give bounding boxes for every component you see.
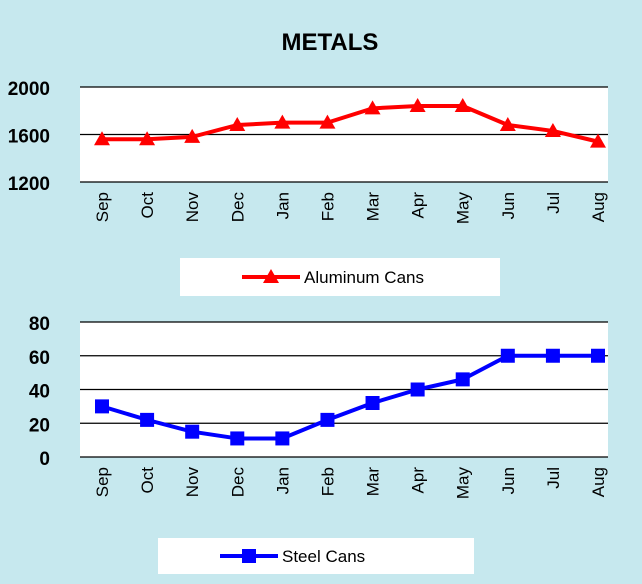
x-tick-label: Jun bbox=[499, 192, 518, 219]
legend-label: Aluminum Cans bbox=[304, 268, 424, 287]
y-tick-label: 0 bbox=[39, 449, 50, 470]
data-point bbox=[229, 117, 246, 131]
data-point bbox=[410, 382, 425, 397]
x-tick-label: Aug bbox=[589, 467, 608, 497]
x-tick-label: Feb bbox=[318, 192, 337, 221]
data-point bbox=[184, 128, 201, 143]
data-point bbox=[320, 412, 335, 427]
legend-label: Steel Cans bbox=[282, 547, 365, 566]
x-tick-label: Sep bbox=[93, 467, 112, 497]
x-tick-label: Dec bbox=[228, 467, 247, 498]
legend-box bbox=[158, 538, 474, 574]
y-tick-label: 2000 bbox=[8, 79, 50, 100]
x-tick-label: Jan bbox=[273, 467, 292, 494]
y-tick-label: 80 bbox=[29, 314, 50, 335]
data-point bbox=[185, 424, 200, 439]
y-tick-label: 20 bbox=[29, 415, 50, 436]
x-tick-label: May bbox=[454, 192, 473, 225]
x-tick-label: May bbox=[454, 467, 473, 500]
y-tick-label: 40 bbox=[29, 382, 50, 403]
legend-box bbox=[180, 258, 500, 296]
x-tick-label: Apr bbox=[409, 192, 428, 219]
data-point bbox=[590, 133, 606, 148]
data-point bbox=[545, 348, 560, 363]
data-point bbox=[139, 131, 156, 146]
x-tick-label: Sep bbox=[93, 192, 112, 222]
data-point bbox=[95, 399, 109, 414]
x-tick-label: Jun bbox=[499, 467, 518, 494]
x-tick-label: Apr bbox=[409, 467, 428, 494]
x-tick-label: Oct bbox=[138, 192, 157, 219]
data-point bbox=[364, 100, 381, 115]
series-line bbox=[102, 104, 599, 144]
y-tick-label: 60 bbox=[29, 348, 50, 369]
data-point bbox=[319, 114, 336, 129]
y-tick-label: 1600 bbox=[8, 127, 50, 148]
y-tick-label: 1200 bbox=[8, 174, 50, 195]
data-point bbox=[409, 98, 426, 112]
data-point bbox=[500, 348, 515, 363]
legend: Steel Cans bbox=[158, 538, 474, 574]
data-point bbox=[94, 131, 110, 146]
x-tick-label: Dec bbox=[228, 192, 247, 223]
x-tick-label: Mar bbox=[364, 192, 383, 222]
data-point bbox=[455, 372, 470, 387]
x-tick-label: Nov bbox=[183, 467, 202, 498]
data-point bbox=[365, 396, 380, 410]
x-tick-label: Oct bbox=[138, 467, 157, 494]
data-point bbox=[591, 348, 605, 363]
x-tick-label: Jul bbox=[544, 192, 563, 214]
x-tick-label: Nov bbox=[183, 192, 202, 223]
data-point bbox=[454, 98, 471, 112]
data-point bbox=[499, 117, 516, 131]
data-point bbox=[274, 114, 291, 129]
legend: Aluminum Cans bbox=[180, 258, 500, 296]
legend-marker bbox=[242, 549, 256, 563]
legend-marker bbox=[263, 269, 279, 283]
x-tick-label: Jan bbox=[273, 192, 292, 219]
x-tick-label: Jul bbox=[544, 467, 563, 489]
data-point bbox=[140, 412, 155, 427]
x-tick-label: Aug bbox=[589, 192, 608, 222]
data-point bbox=[544, 122, 561, 137]
steel-cans-chart: 0 20 40 60 80 Sep Oct Nov Dec Jan Feb Mar Apr May Jun J… bbox=[29, 314, 608, 574]
chart-title: METALS bbox=[282, 29, 379, 56]
aluminum-cans-chart: 1200 1600 2000 Sep Oct Nov Dec Jan Feb Mar Apr May J… bbox=[8, 79, 608, 296]
series-line bbox=[101, 353, 598, 441]
data-point bbox=[230, 431, 245, 446]
x-tick-label: Mar bbox=[364, 467, 383, 497]
data-point bbox=[275, 431, 290, 446]
x-tick-label: Feb bbox=[318, 467, 337, 496]
